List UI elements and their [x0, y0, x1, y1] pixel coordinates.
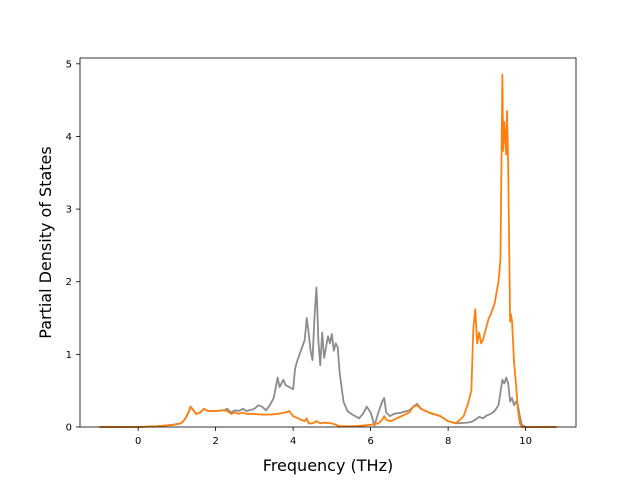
- x-tick-label: 10: [519, 436, 532, 447]
- x-tick-label: 6: [367, 436, 373, 447]
- y-axis-label: Partial Density of States: [36, 146, 55, 338]
- axis-ticks: 0 2 4 6 8 10 0 1 2 3 4 5: [66, 59, 532, 447]
- x-tick-label: 8: [445, 436, 451, 447]
- y-tick-label: 2: [66, 277, 72, 288]
- x-axis-label: Frequency (THz): [263, 456, 393, 475]
- x-tick-label: 4: [290, 436, 296, 447]
- x-tick-label: 0: [135, 436, 141, 447]
- x-tick-label: 2: [212, 436, 218, 447]
- plot-frame: [79, 57, 577, 428]
- plot-marks: [99, 73, 557, 428]
- y-tick-label: 1: [66, 350, 72, 361]
- series-line-1: [99, 286, 557, 428]
- y-tick-label: 3: [66, 205, 72, 216]
- y-tick-label: 0: [66, 423, 72, 434]
- y-tick-label: 4: [66, 132, 72, 143]
- y-tick-label: 5: [66, 59, 72, 70]
- series-line-2: [99, 73, 557, 428]
